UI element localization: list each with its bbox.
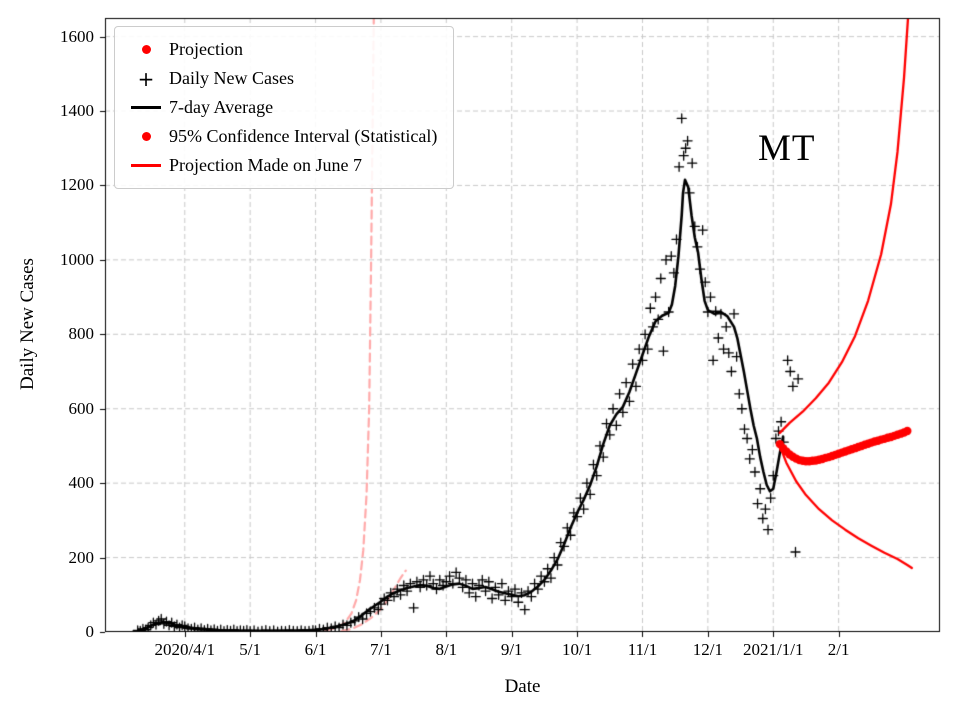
y-tick-label: 1000 xyxy=(60,249,94,269)
y-tick-label: 200 xyxy=(68,547,95,567)
x-tick-label: 2020/4/1 xyxy=(154,640,215,659)
legend-item: 95% Confidence Interval (Statistical) xyxy=(123,122,437,151)
x-tick-label: 10/1 xyxy=(561,640,593,659)
y-tick-label: 600 xyxy=(68,398,95,418)
x-tick-label: 5/1 xyxy=(239,640,262,659)
legend-item-label: Projection Made on June 7 xyxy=(169,155,362,175)
x-tick-label: 12/1 xyxy=(692,640,723,659)
legend-marker-dot-icon xyxy=(123,45,169,54)
legend-item: 7-day Average xyxy=(123,93,437,122)
legend: Projection + Daily New Cases 7-day Average 9… xyxy=(114,26,455,189)
legend-item-label: 7-day Average xyxy=(169,97,274,117)
legend-item-label: Daily New Cases xyxy=(169,68,294,88)
legend-marker-dot-icon xyxy=(123,132,169,141)
x-tick-label: 2/1 xyxy=(827,640,850,659)
y-tick-label: 1200 xyxy=(60,175,94,195)
state-annotation: MT xyxy=(758,128,816,169)
x-tick-label: 8/1 xyxy=(435,640,458,659)
legend-item: Projection xyxy=(123,35,437,64)
legend-item-label: Projection xyxy=(169,39,243,59)
y-tick-label: 400 xyxy=(68,473,95,493)
x-tick-label: 6/1 xyxy=(304,640,327,659)
y-tick-label: 1600 xyxy=(60,26,94,46)
x-axis-label: Date xyxy=(504,676,541,697)
x-tick-label: 2021/1/1 xyxy=(743,640,804,659)
x-tick-label: 7/1 xyxy=(370,640,392,659)
legend-item: Projection Made on June 7 xyxy=(123,151,437,180)
legend-marker-line-icon xyxy=(123,106,169,109)
x-tick-label: 9/1 xyxy=(500,640,523,659)
legend-marker-plus-icon: + xyxy=(137,66,155,91)
y-tick-label: 800 xyxy=(68,324,95,344)
legend-item-label: 95% Confidence Interval (Statistical) xyxy=(169,126,438,146)
x-tick-label: 11/1 xyxy=(627,640,658,659)
y-tick-label: 0 xyxy=(85,622,95,641)
legend-marker-line-icon xyxy=(123,164,169,167)
legend-item: + Daily New Cases xyxy=(123,64,437,93)
y-tick-label: 1400 xyxy=(60,101,94,121)
